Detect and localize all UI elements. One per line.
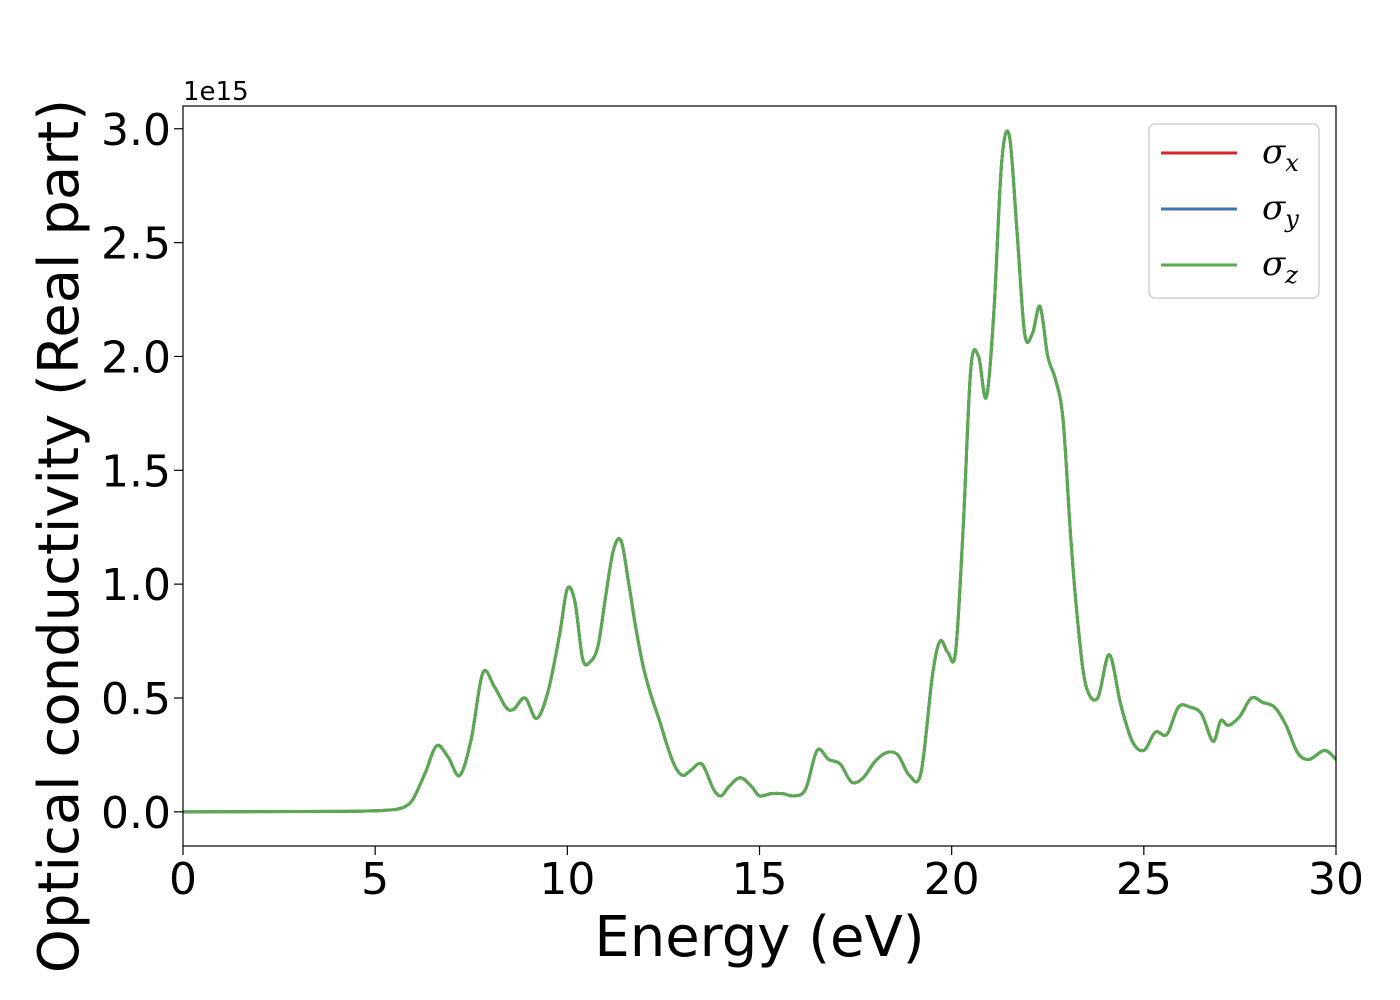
y-axis-offset-label: 1e15 <box>183 77 249 107</box>
series-line-z <box>183 129 1336 814</box>
x-tick-label: 20 <box>924 854 980 905</box>
series-layer <box>183 129 1336 814</box>
x-tick-label: 30 <box>1308 854 1364 905</box>
legend: σx σy σz <box>1148 123 1320 299</box>
x-tick-label: 15 <box>732 854 788 905</box>
x-axis-title: Energy (eV) <box>594 905 924 970</box>
x-tick-label: 5 <box>361 854 389 905</box>
legend-label: σy <box>1262 188 1299 233</box>
x-axis-ticks: 0 5 10 15 20 25 30 <box>169 846 1364 905</box>
legend-box <box>1148 123 1320 299</box>
x-tick-label: 0 <box>169 854 197 905</box>
y-tick-label: 0.5 <box>101 674 171 725</box>
y-tick-label: 1.0 <box>101 560 171 611</box>
y-tick-label: 2.0 <box>101 332 171 383</box>
y-axis-title: Optical conductivity (Real part) <box>27 99 92 973</box>
y-tick-label: 2.5 <box>101 219 171 270</box>
legend-label: σx <box>1262 132 1299 177</box>
x-tick-label: 25 <box>1116 854 1172 905</box>
legend-label: σz <box>1262 244 1298 289</box>
y-axis-ticks: 0.0 0.5 1.0 1.5 2.0 2.5 3.0 <box>101 105 183 839</box>
y-tick-label: 3.0 <box>101 105 171 156</box>
y-tick-label: 0.0 <box>101 788 171 839</box>
x-tick-label: 10 <box>539 854 595 905</box>
y-tick-label: 1.5 <box>101 446 171 497</box>
